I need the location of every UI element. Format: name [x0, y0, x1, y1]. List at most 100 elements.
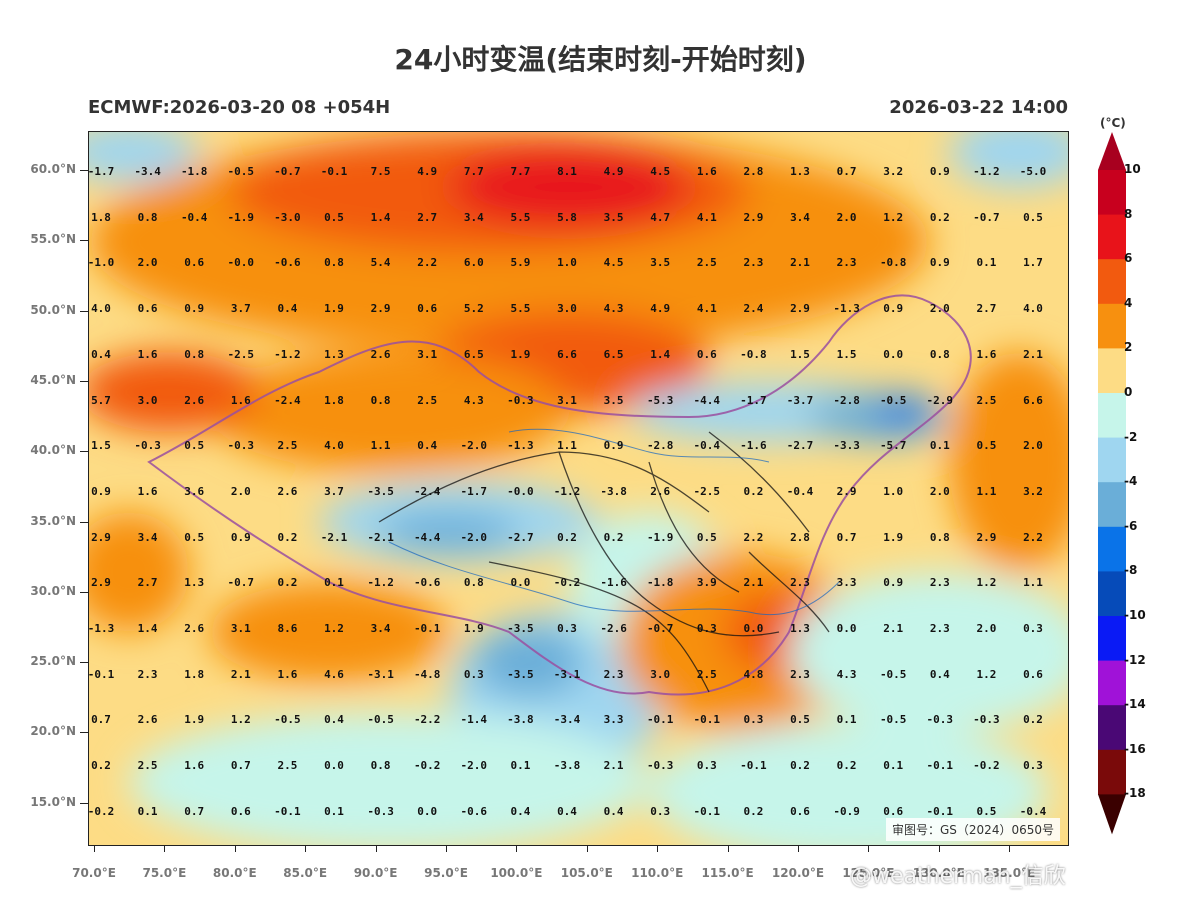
grid-value: 3.0 [650, 667, 671, 681]
longitude-tick [94, 846, 95, 852]
grid-value: -0.8 [740, 347, 767, 361]
grid-value: 5.7 [91, 393, 111, 407]
grid-value: 0.9 [603, 439, 624, 453]
grid-value: 2.6 [370, 347, 391, 361]
grid-value: -2.8 [646, 439, 674, 453]
grid-value: 1.1 [976, 484, 997, 498]
valid-time-label: 2026-03-22 14:00 [889, 97, 1068, 118]
temperature-change-map[interactable]: -1.7 -3.4 -1.8 -0.5 -0.7 -0.1 7.5 4.9 7.7 7.7 8.1 4… [88, 131, 1069, 846]
grid-value: -0.1 [274, 804, 301, 818]
grid-value: 0.1 [137, 804, 158, 818]
grid-value: -1.7 [88, 165, 115, 178]
longitude-label: 75.0°E [142, 866, 187, 880]
grid-value: -0.3 [507, 393, 534, 407]
longitude-tick [586, 846, 588, 852]
grid-value: 3.4 [790, 210, 810, 224]
grid-value: -0.9 [833, 804, 860, 818]
grid-value: 0.7 [836, 165, 857, 178]
longitude-label: 110.0°E [631, 866, 684, 880]
grid-value: 3.4 [463, 210, 484, 224]
grid-value: 0.3 [1023, 759, 1043, 773]
grid-value: 6.6 [557, 347, 577, 361]
grid-value: -1.9 [227, 210, 255, 224]
grid-value: 1.1 [370, 439, 391, 453]
grid-value: 1.3 [790, 622, 810, 635]
grid-value: 6.0 [463, 256, 484, 270]
grid-value: 2.3 [603, 667, 624, 681]
grid-value: 2.6 [137, 713, 158, 727]
grid-value: 4.1 [696, 302, 717, 316]
grid-value: 1.0 [557, 256, 577, 270]
grid-value: 2.9 [91, 576, 111, 590]
grid-value: 0.1 [324, 576, 344, 590]
grid-value: 4.8 [743, 667, 764, 681]
grid-value: 0.7 [91, 713, 111, 727]
grid-value: 0.1 [510, 759, 531, 773]
grid-value: 0.2 [277, 530, 298, 544]
latitude-label: 40.0°N [30, 443, 76, 458]
grid-value: 3.0 [557, 302, 577, 316]
grid-value: -0.4 [1066, 622, 1068, 635]
latitude-label: 55.0°N [30, 232, 76, 247]
grid-value: -3.8 [600, 484, 627, 498]
grid-value: -0.5 [879, 393, 907, 407]
grid-value: -5.3 [646, 393, 674, 407]
longitude-label: 80.0°E [212, 866, 257, 880]
grid-value: 0.2 [1023, 713, 1043, 727]
grid-value: -0.5 [879, 713, 907, 727]
grid-value: 2.3 [790, 576, 810, 590]
grid-value: -5.7 [879, 439, 907, 453]
grid-value: 1.2 [976, 576, 997, 590]
grid-value: 0.7 [184, 804, 205, 818]
grid-value: 2.0 [1023, 439, 1043, 453]
grid-value: 0.1 [324, 804, 344, 818]
grid-value: 0.0 [417, 804, 438, 818]
grid-value: 0.0 [743, 622, 764, 635]
grid-value: 0.6 [790, 804, 810, 818]
grid-value: -0.1 [413, 622, 441, 635]
grid-value: -2.0 [460, 759, 488, 773]
grid-value: -0.0 [507, 484, 534, 498]
latitude-label: 15.0°N [30, 794, 76, 809]
grid-value: 2.3 [836, 256, 857, 270]
grid-value: -0.7 [227, 576, 255, 590]
longitude-label: 125.0°E [842, 866, 895, 880]
grid-value: -2.6 [1066, 165, 1068, 178]
grid-value: 2.6 [277, 484, 298, 498]
grid-value: 2.9 [370, 302, 391, 316]
grid-value: 0.4 [510, 804, 531, 818]
colorbar-tick-label: -6 [1124, 518, 1138, 533]
longitude-label: 120.0°E [771, 866, 825, 880]
grid-value: 0.8 [463, 576, 484, 590]
grid-value: 0.9 [929, 256, 950, 270]
grid-value: 0.4 [91, 347, 111, 361]
colorbar-segment [1098, 749, 1126, 795]
grid-value: -1.8 [646, 576, 674, 590]
grid-value: 0.4 [557, 804, 577, 818]
map-field-layer [89, 132, 1068, 845]
province-borders [378, 431, 830, 693]
grid-value: -1.7 [740, 393, 767, 407]
colorbar-segment [1098, 571, 1126, 617]
grid-value: 3.5 [603, 210, 624, 224]
grid-value: -3.4 [553, 713, 581, 727]
grid-value: -3.7 [786, 393, 814, 407]
grid-value: -5.0 [1019, 165, 1047, 178]
grid-value: -4.8 [413, 667, 441, 681]
grid-value: -0.2 [413, 759, 441, 773]
grid-value: 0.6 [184, 256, 205, 270]
grid-value: 1.9 [510, 347, 531, 361]
grid-value: -2.5 [227, 347, 255, 361]
rivers [388, 428, 840, 616]
grid-value: 0.4 [929, 667, 950, 681]
grid-value: -0.2 [88, 804, 115, 818]
grid-value: 0.3 [743, 713, 764, 727]
grid-value: -1.7 [460, 484, 488, 498]
latitude-tick [80, 591, 88, 593]
grid-value: 0.4 [417, 439, 438, 453]
grid-value: 1.2 [976, 667, 997, 681]
grid-value: 1.4 [650, 347, 671, 361]
grid-value: -4.4 [693, 393, 721, 407]
grid-value: 0.3 [1023, 622, 1043, 635]
grid-value: 2.9 [743, 210, 764, 224]
